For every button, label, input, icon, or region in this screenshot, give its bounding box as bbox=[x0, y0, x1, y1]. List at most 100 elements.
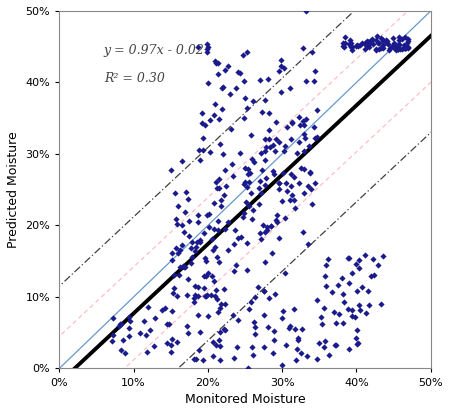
Point bbox=[301, 190, 308, 196]
Point bbox=[392, 45, 400, 51]
Point bbox=[220, 192, 227, 199]
Point bbox=[225, 63, 232, 69]
Point bbox=[216, 176, 223, 183]
Point bbox=[184, 276, 192, 283]
Point bbox=[200, 229, 207, 236]
Point bbox=[173, 215, 180, 222]
Point bbox=[354, 341, 361, 347]
Point bbox=[306, 169, 314, 176]
Point bbox=[205, 270, 212, 277]
Point bbox=[195, 147, 202, 154]
Point bbox=[212, 58, 219, 65]
Point bbox=[291, 173, 298, 180]
Point bbox=[372, 46, 379, 52]
Point bbox=[272, 147, 279, 154]
Point bbox=[161, 305, 168, 312]
Point bbox=[291, 325, 298, 332]
Point bbox=[205, 44, 212, 51]
Point bbox=[367, 37, 374, 44]
Point bbox=[218, 105, 225, 112]
Point bbox=[400, 42, 407, 48]
Point bbox=[216, 357, 224, 363]
Point bbox=[244, 49, 251, 56]
Point bbox=[401, 34, 408, 40]
Point bbox=[396, 41, 403, 47]
Point bbox=[361, 40, 369, 46]
Point bbox=[257, 235, 265, 242]
Point bbox=[385, 40, 392, 47]
Point bbox=[211, 277, 218, 284]
Point bbox=[249, 156, 256, 162]
Point bbox=[200, 285, 207, 292]
Point bbox=[218, 301, 225, 307]
Point bbox=[222, 327, 229, 333]
Point bbox=[220, 84, 227, 91]
Point bbox=[261, 312, 268, 319]
Point bbox=[346, 255, 353, 261]
Point bbox=[234, 69, 242, 75]
Point bbox=[270, 328, 277, 335]
Point bbox=[214, 254, 221, 261]
Point bbox=[375, 39, 382, 46]
Point bbox=[195, 283, 202, 290]
Point bbox=[290, 306, 297, 313]
Point bbox=[368, 36, 375, 42]
Point bbox=[204, 313, 212, 319]
Point bbox=[268, 223, 275, 229]
Point bbox=[348, 46, 355, 53]
Point bbox=[117, 321, 124, 328]
Point bbox=[211, 100, 218, 107]
Point bbox=[369, 40, 377, 47]
Point bbox=[352, 43, 360, 49]
Point bbox=[379, 38, 387, 45]
Point bbox=[325, 351, 333, 358]
Point bbox=[261, 287, 268, 294]
Point bbox=[308, 201, 315, 208]
Y-axis label: Predicted Moisture: Predicted Moisture bbox=[7, 131, 20, 248]
Point bbox=[362, 309, 369, 316]
Point bbox=[193, 239, 200, 246]
Point bbox=[379, 253, 387, 259]
Point bbox=[119, 337, 126, 343]
Point bbox=[301, 134, 308, 141]
Point bbox=[345, 306, 352, 312]
Point bbox=[136, 330, 143, 337]
Point bbox=[341, 34, 348, 41]
Point bbox=[280, 65, 288, 71]
Point bbox=[178, 222, 185, 228]
Point bbox=[396, 37, 403, 44]
Point bbox=[339, 42, 346, 49]
Point bbox=[304, 353, 311, 359]
Point bbox=[321, 337, 328, 344]
Point bbox=[293, 150, 301, 157]
Point bbox=[109, 332, 117, 338]
Point bbox=[262, 259, 269, 265]
Point bbox=[311, 68, 319, 75]
Point bbox=[212, 342, 219, 348]
Point bbox=[311, 180, 319, 186]
Point bbox=[194, 293, 202, 299]
Point bbox=[398, 36, 405, 42]
Point bbox=[214, 60, 221, 66]
Point bbox=[168, 348, 175, 355]
Point bbox=[203, 292, 210, 299]
Point bbox=[200, 135, 207, 142]
Point bbox=[403, 45, 410, 51]
Point bbox=[295, 180, 302, 186]
Point bbox=[217, 197, 225, 204]
Point bbox=[356, 42, 364, 48]
Point bbox=[366, 44, 373, 51]
Text: R² = 0.30: R² = 0.30 bbox=[104, 72, 165, 85]
Point bbox=[170, 289, 177, 296]
Point bbox=[363, 38, 370, 44]
Point bbox=[322, 282, 329, 289]
Point bbox=[191, 248, 198, 255]
Point bbox=[262, 144, 270, 150]
Point bbox=[297, 164, 305, 171]
Point bbox=[247, 132, 254, 139]
Point bbox=[203, 212, 210, 218]
Point bbox=[221, 226, 228, 233]
Point bbox=[308, 49, 315, 55]
Point bbox=[362, 252, 369, 258]
Point bbox=[240, 210, 248, 216]
